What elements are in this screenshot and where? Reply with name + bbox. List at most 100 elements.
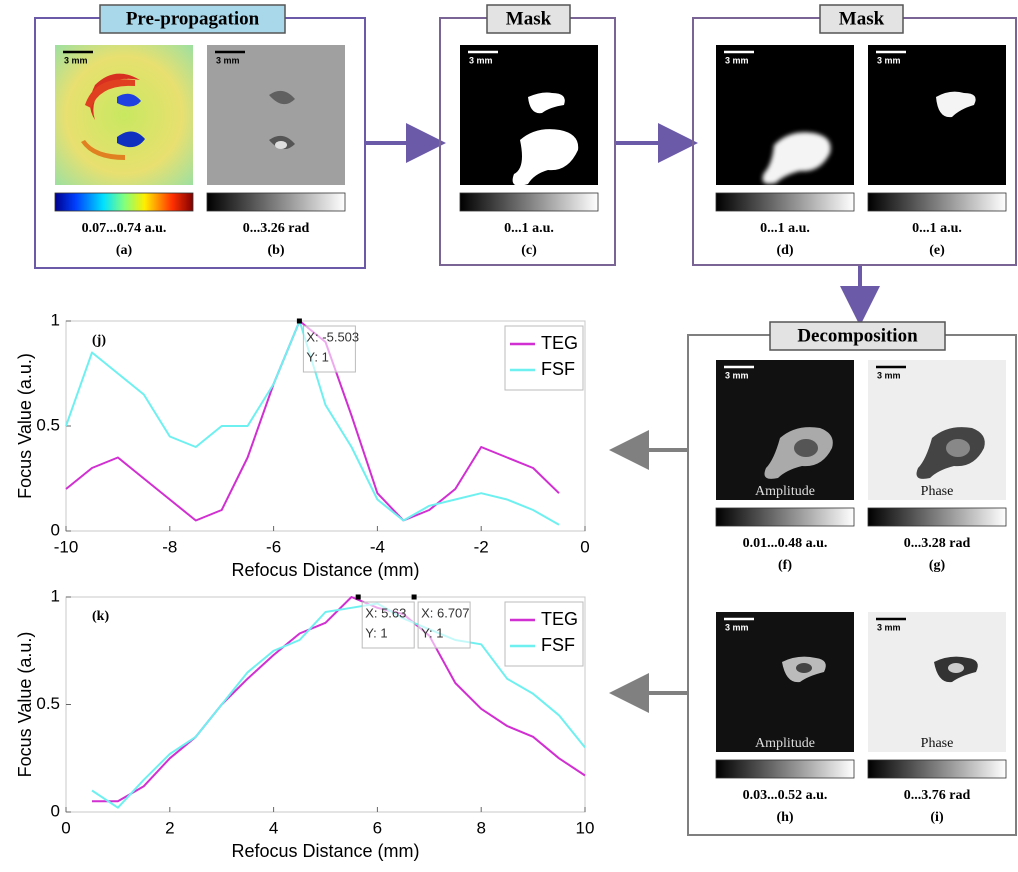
x-tick-label: 0 xyxy=(61,818,70,837)
chart: -10 -8 -6 -4 -2 0 0 0.5 1 Refocus Distance (mm) Fo… xyxy=(15,310,590,579)
figure: Pre-propagation 3 mm 0.07...0.74 a.u. (a) 3 … xyxy=(0,0,1018,872)
image-label: (d) xyxy=(776,243,793,258)
image-overlay: Phase xyxy=(921,484,954,499)
image-feature xyxy=(946,439,970,457)
image xyxy=(55,45,193,185)
panel: Mask 3 mm 0...1 a.u. (c) xyxy=(440,5,615,265)
colorbar xyxy=(716,760,854,778)
scale-bar-label: 3 mm xyxy=(877,622,901,632)
x-tick-label: -6 xyxy=(266,537,281,556)
scale-bar-label: 3 mm xyxy=(469,55,493,65)
panel: Decomposition 3 mm Amplitude 0.01...0.48 a.… xyxy=(688,322,1016,835)
datatip-label: Y: 1 xyxy=(421,625,443,640)
x-tick-label: 10 xyxy=(576,818,595,837)
y-tick-label: 0.5 xyxy=(36,694,60,713)
y-tick-label: 1 xyxy=(51,310,60,329)
colorbar xyxy=(868,508,1006,526)
image-label: (a) xyxy=(116,243,133,258)
panel-label: (j) xyxy=(92,333,106,348)
panel-title: Pre-propagation xyxy=(126,8,260,29)
y-tick-label: 1 xyxy=(51,586,60,605)
x-tick-label: 4 xyxy=(269,818,278,837)
colorbar xyxy=(868,760,1006,778)
scale-bar-label: 3 mm xyxy=(877,370,901,380)
colorbar xyxy=(716,508,854,526)
x-tick-label: -8 xyxy=(162,537,177,556)
panel-title: Mask xyxy=(839,8,885,29)
colorbar-range: 0...1 a.u. xyxy=(912,221,962,236)
datatip-marker xyxy=(356,595,361,600)
colorbar-range: 0...1 a.u. xyxy=(504,221,554,236)
colorbar xyxy=(55,193,193,211)
image-label: (i) xyxy=(930,810,944,825)
image-feature xyxy=(796,663,812,673)
panel-title: Mask xyxy=(506,8,552,29)
x-axis-label: Refocus Distance (mm) xyxy=(231,560,419,580)
image-label: (f) xyxy=(778,558,792,573)
datatip-label: Y: 1 xyxy=(306,349,328,364)
y-axis-label: Focus Value (a.u.) xyxy=(15,632,35,778)
colorbar xyxy=(716,193,854,211)
colorbar xyxy=(207,193,345,211)
panel-label: (k) xyxy=(92,609,109,624)
scale-bar-label: 3 mm xyxy=(725,622,749,632)
scale-bar-label: 3 mm xyxy=(216,55,240,65)
datatip-marker xyxy=(412,595,417,600)
colorbar-range: 0...3.28 rad xyxy=(904,536,971,551)
colorbar-range: 0...1 a.u. xyxy=(760,221,810,236)
colorbar xyxy=(460,193,598,211)
image xyxy=(868,612,1006,752)
legend-label: FSF xyxy=(541,359,575,379)
colorbar-range: 0.07...0.74 a.u. xyxy=(82,221,167,236)
legend-label: TEG xyxy=(541,609,578,629)
colorbar-range: 0.01...0.48 a.u. xyxy=(743,536,828,551)
x-axis-label: Refocus Distance (mm) xyxy=(231,841,419,861)
x-tick-label: -10 xyxy=(54,537,79,556)
x-tick-label: 8 xyxy=(476,818,485,837)
x-tick-label: -4 xyxy=(370,537,385,556)
image xyxy=(868,360,1006,500)
y-tick-label: 0 xyxy=(51,801,60,820)
colorbar-range: 0...3.76 rad xyxy=(904,788,971,803)
scale-bar-label: 3 mm xyxy=(725,55,749,65)
image-label: (c) xyxy=(521,243,537,258)
panel-title: Decomposition xyxy=(797,325,918,346)
page: Pre-propagation 3 mm 0.07...0.74 a.u. (a) 3 … xyxy=(0,0,1018,872)
legend-label: TEG xyxy=(541,333,578,353)
image-overlay: Phase xyxy=(921,736,954,751)
image xyxy=(868,45,1006,185)
image-label: (g) xyxy=(929,558,946,573)
image-feature xyxy=(948,663,964,673)
y-axis-label: Focus Value (a.u.) xyxy=(15,353,35,499)
x-tick-label: 6 xyxy=(373,818,382,837)
colorbar-range: 0...3.26 rad xyxy=(243,221,310,236)
x-tick-label: 0 xyxy=(580,537,589,556)
image-label: (b) xyxy=(267,243,284,258)
y-tick-label: 0.5 xyxy=(36,415,60,434)
scale-bar-label: 3 mm xyxy=(877,55,901,65)
image-feature xyxy=(275,141,287,149)
datatip-label: Y: 1 xyxy=(365,625,387,640)
colorbar xyxy=(868,193,1006,211)
colorbar-range: 0.03...0.52 a.u. xyxy=(743,788,828,803)
legend-label: FSF xyxy=(541,635,575,655)
scale-bar-label: 3 mm xyxy=(64,55,88,65)
datatip-marker xyxy=(297,319,302,324)
datatip-label: X: 6.707 xyxy=(421,605,469,620)
datatip-label: X: 5.63 xyxy=(365,605,406,620)
image-feature xyxy=(794,439,818,457)
image-overlay: Amplitude xyxy=(755,484,815,499)
image xyxy=(716,360,854,500)
x-tick-label: -2 xyxy=(474,537,489,556)
image xyxy=(716,612,854,752)
y-tick-label: 0 xyxy=(51,520,60,539)
datatip-label: X: -5.503 xyxy=(306,329,359,344)
image-label: (e) xyxy=(929,243,945,258)
image-overlay: Amplitude xyxy=(755,736,815,751)
panel: Pre-propagation 3 mm 0.07...0.74 a.u. (a) 3 … xyxy=(35,5,365,268)
image xyxy=(207,45,345,185)
image-label: (h) xyxy=(776,810,793,825)
scale-bar-label: 3 mm xyxy=(725,370,749,380)
panel: Mask 3 mm 0...1 a.u. (d) 3 mm 0...1 a.u. (e) xyxy=(693,5,1016,265)
